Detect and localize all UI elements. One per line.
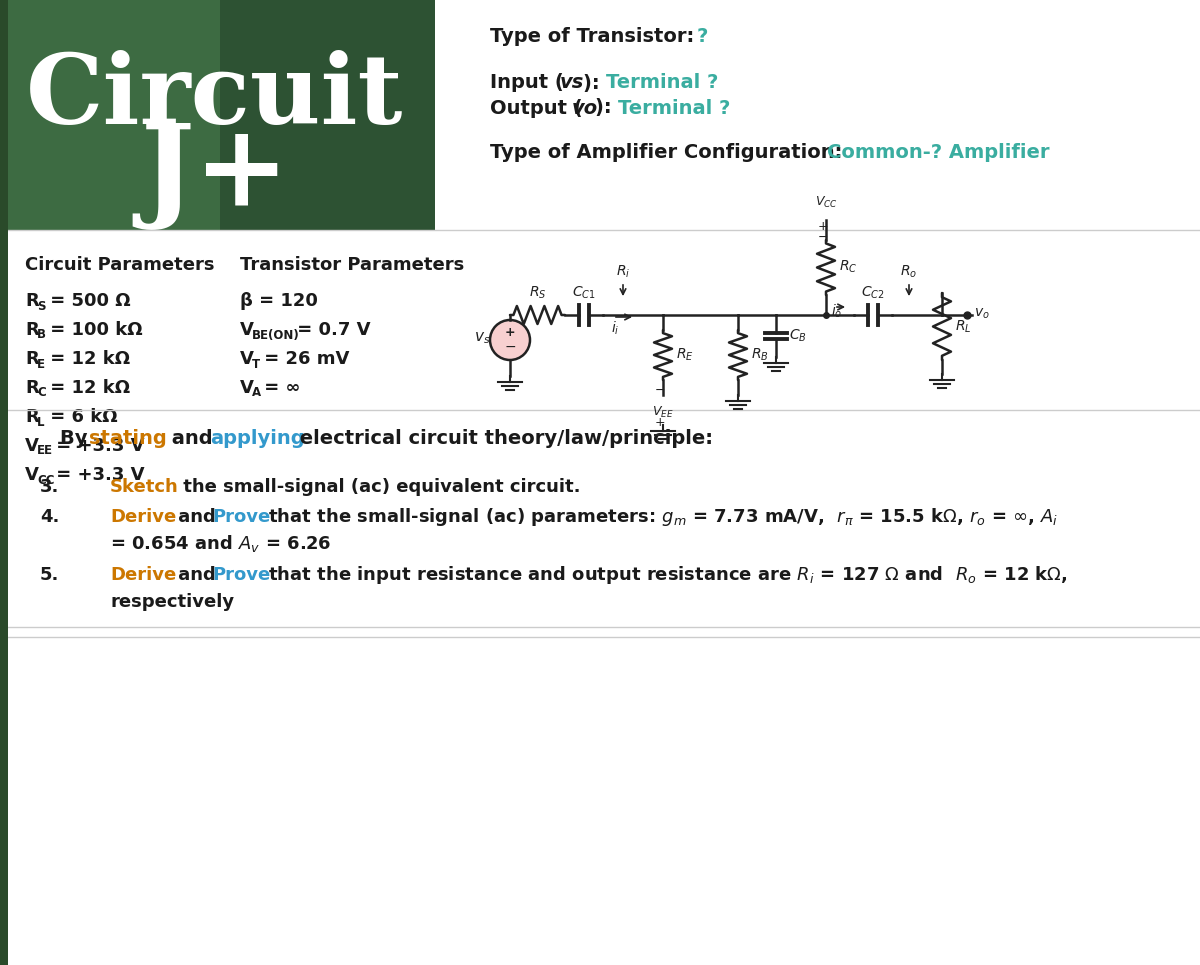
Text: T: T — [252, 357, 260, 371]
Text: respectively: respectively — [110, 593, 234, 611]
Text: Terminal ?: Terminal ? — [606, 73, 719, 93]
Text: = 12 kΩ: = 12 kΩ — [43, 350, 130, 368]
Text: $C_{C2}$: $C_{C2}$ — [862, 285, 884, 301]
Text: Prove: Prove — [212, 566, 270, 584]
Text: Type of Amplifier Configuration:: Type of Amplifier Configuration: — [490, 143, 850, 161]
Text: 3.: 3. — [40, 478, 59, 496]
Text: = +3.3 V: = +3.3 V — [50, 437, 144, 455]
Text: +: + — [505, 326, 515, 340]
Text: = 26 mV: = 26 mV — [258, 350, 350, 368]
Bar — [220, 0, 436, 230]
Text: = 0.654 and $A_v$ = 6.26: = 0.654 and $A_v$ = 6.26 — [110, 534, 331, 555]
Text: Circuit Parameters: Circuit Parameters — [25, 256, 215, 274]
Text: = ∞: = ∞ — [258, 379, 301, 397]
Text: By: By — [60, 428, 95, 448]
Text: $R_i$: $R_i$ — [616, 263, 630, 280]
Text: ?: ? — [697, 27, 708, 46]
Text: that the input resistance and output resistance are $R_i$ = 127 $\Omega$ and  $R: that the input resistance and output res… — [262, 564, 1068, 586]
Text: = 100 kΩ: = 100 kΩ — [43, 321, 142, 339]
Text: Prove: Prove — [212, 508, 270, 526]
Circle shape — [490, 320, 530, 360]
Text: $v_o$: $v_o$ — [974, 307, 990, 321]
Text: V: V — [240, 321, 254, 339]
Text: $i_o$: $i_o$ — [830, 303, 842, 320]
Text: +: + — [655, 416, 665, 429]
Text: $i_i$: $i_i$ — [611, 320, 619, 338]
Text: vs: vs — [560, 73, 584, 93]
Text: stating: stating — [89, 428, 167, 448]
Text: $V_{CC}$: $V_{CC}$ — [815, 195, 838, 210]
Text: $R_o$: $R_o$ — [900, 263, 918, 280]
Text: B: B — [37, 328, 46, 342]
Text: +: + — [817, 220, 828, 233]
Text: 5.: 5. — [40, 566, 59, 584]
Text: R: R — [25, 379, 38, 397]
Text: Derive: Derive — [110, 566, 176, 584]
Text: Input (: Input ( — [490, 73, 564, 93]
Text: that the small-signal (ac) parameters: $g_m$ = 7.73 mA/V,  $r_\pi$ = 15.5 k$\Ome: that the small-signal (ac) parameters: $… — [262, 506, 1058, 528]
Text: Sketch: Sketch — [110, 478, 179, 496]
Text: Output (: Output ( — [490, 98, 583, 118]
Text: applying: applying — [210, 428, 305, 448]
Text: Terminal ?: Terminal ? — [618, 98, 731, 118]
Text: −: − — [504, 340, 516, 354]
Text: = 12 kΩ: = 12 kΩ — [43, 379, 130, 397]
Text: = 6 kΩ: = 6 kΩ — [43, 408, 118, 426]
Text: V: V — [240, 350, 254, 368]
Text: R: R — [25, 292, 38, 310]
Text: $R_B$: $R_B$ — [751, 346, 769, 363]
Text: Transistor Parameters: Transistor Parameters — [240, 256, 464, 274]
Text: C: C — [37, 387, 46, 400]
Text: Circuit: Circuit — [26, 50, 403, 144]
Text: $R_C$: $R_C$ — [839, 259, 858, 275]
Text: $R_E$: $R_E$ — [676, 346, 694, 363]
Text: and: and — [172, 566, 222, 584]
Text: β = 120: β = 120 — [240, 292, 318, 310]
Text: S: S — [37, 299, 46, 313]
Text: V: V — [25, 466, 38, 484]
Text: $v_s$: $v_s$ — [474, 330, 490, 345]
Text: R: R — [25, 350, 38, 368]
Text: the small-signal (ac) equivalent circuit.: the small-signal (ac) equivalent circuit… — [178, 478, 581, 496]
Text: −: − — [655, 384, 665, 397]
Text: Type of Transistor:: Type of Transistor: — [490, 27, 701, 46]
Text: ):: ): — [583, 73, 606, 93]
Bar — [0, 0, 8, 965]
Text: BE(ON): BE(ON) — [252, 328, 300, 342]
Text: and: and — [172, 508, 222, 526]
Text: $V_{EE}$: $V_{EE}$ — [653, 405, 673, 420]
Text: ):: ): — [595, 98, 618, 118]
Text: and: and — [166, 428, 220, 448]
Text: $R_S$: $R_S$ — [529, 285, 546, 301]
Text: $R_L$: $R_L$ — [955, 318, 972, 335]
Text: −: − — [817, 231, 828, 244]
Text: J+: J+ — [140, 120, 289, 231]
Text: = +3.3 V: = +3.3 V — [50, 466, 144, 484]
Text: CC: CC — [37, 474, 54, 486]
Text: Derive: Derive — [110, 508, 176, 526]
Text: $C_{C1}$: $C_{C1}$ — [572, 285, 596, 301]
Text: V: V — [25, 437, 38, 455]
Text: A: A — [252, 387, 262, 400]
Text: EE: EE — [37, 445, 53, 457]
Text: R: R — [25, 321, 38, 339]
Text: V: V — [240, 379, 254, 397]
Text: electrical circuit theory/law/principle:: electrical circuit theory/law/principle: — [293, 428, 713, 448]
Text: = 500 Ω: = 500 Ω — [43, 292, 130, 310]
Text: = 0.7 V: = 0.7 V — [292, 321, 371, 339]
Text: vo: vo — [572, 98, 598, 118]
Text: $C_B$: $C_B$ — [790, 328, 806, 345]
Text: R: R — [25, 408, 38, 426]
Text: L: L — [37, 416, 44, 428]
Text: Common-? Amplifier: Common-? Amplifier — [827, 143, 1050, 161]
Text: E: E — [37, 357, 46, 371]
Text: 4.: 4. — [40, 508, 59, 526]
Bar — [0, 0, 220, 230]
